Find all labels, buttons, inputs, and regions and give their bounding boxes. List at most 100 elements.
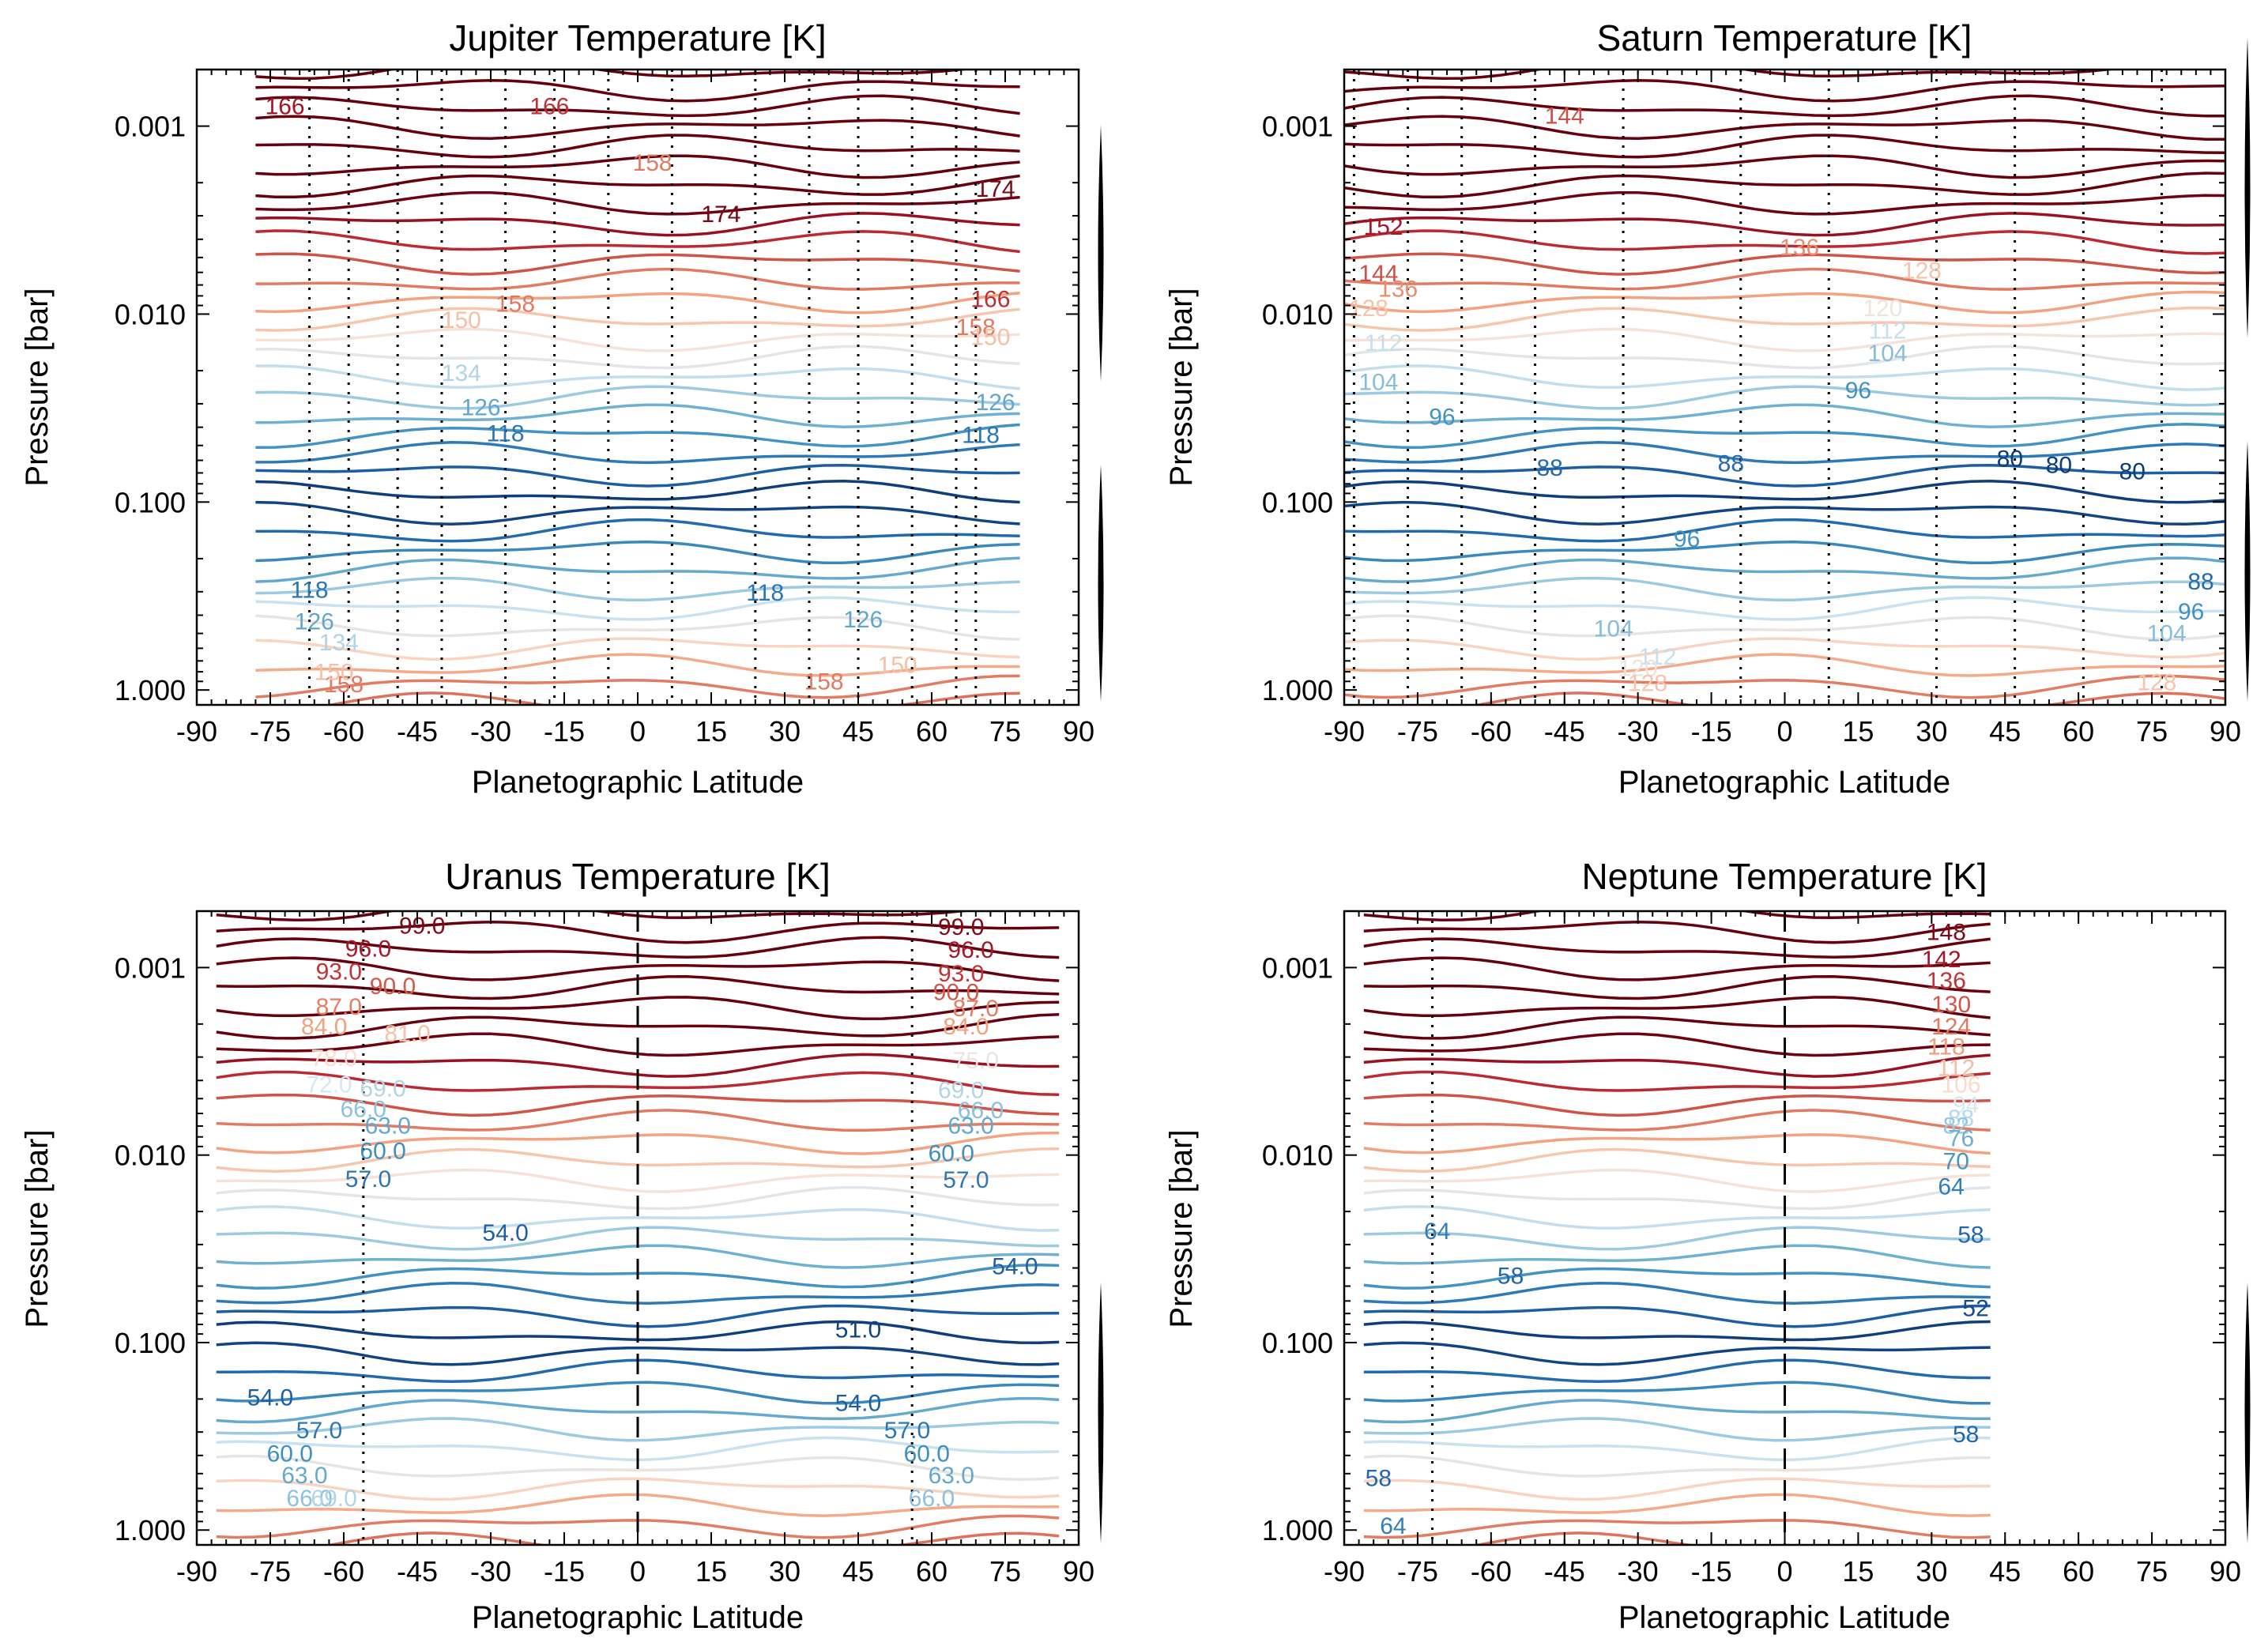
contour-label: 128 (2137, 670, 2176, 696)
x-tick-label: -15 (1691, 715, 1732, 748)
contour-label: 134 (319, 630, 359, 656)
isotherm-line (216, 1341, 1060, 1366)
contour-label: 80 (1997, 446, 2023, 472)
x-tick-label: 0 (1776, 1555, 1792, 1588)
x-axis-title: Planetographic Latitude (472, 1600, 804, 1635)
latitude-guides (308, 70, 978, 705)
panel-title: Jupiter Temperature [K] (449, 17, 826, 58)
isotherm-line (255, 403, 1020, 428)
isotherm-line (1363, 1304, 1991, 1328)
contour-label: 126 (295, 608, 334, 635)
contour-label: 120 (1863, 296, 1902, 322)
isotherm-line (1363, 1267, 1991, 1290)
contour-label: 96.0 (948, 937, 993, 963)
isotherm-line (255, 596, 1020, 621)
isotherm-line (1344, 653, 2225, 677)
contour-label: 88 (1718, 450, 1744, 477)
y-tick-label: 0.100 (115, 1327, 186, 1359)
x-tick-label: -75 (250, 715, 291, 748)
contour-label: 158 (633, 150, 672, 176)
contour-label: 104 (1594, 616, 1633, 642)
contour-label: 130 (1931, 992, 1971, 1018)
isotherm-line (1344, 267, 2225, 291)
x-tick-labels: -90 -75 -60 -45 -30 -15 0 15 30 45 60 75 90 (1324, 1555, 2241, 1588)
x-tick-label: -75 (250, 1555, 291, 1588)
contour-label: 57.0 (943, 1167, 989, 1193)
contour-label: 51.0 (835, 1317, 881, 1343)
isotherm-line (1344, 441, 2225, 465)
y-tick-label: 1.000 (1262, 1514, 1333, 1546)
contour-label: 118 (746, 580, 784, 606)
contour-label: 52 (1962, 1296, 1988, 1322)
isotherm-line (1363, 1519, 1991, 1539)
y-tick-label: 1.000 (1262, 674, 1333, 706)
contour-label: 112 (1869, 318, 1907, 344)
isotherm-line (255, 637, 1020, 661)
y-tick-label: 0.001 (1262, 111, 1333, 143)
x-tick-label: 60 (916, 1555, 948, 1588)
contour-label: 66.0 (909, 1486, 955, 1512)
isotherm-line (255, 307, 1020, 332)
y-tick-labels: 0.001 0.010 0.100 1.000 (1262, 111, 1333, 707)
isotherm-line (1363, 996, 1991, 1019)
isotherm-line (255, 94, 1020, 118)
x-tick-label: 15 (1842, 1555, 1874, 1588)
isotherm-line (1344, 79, 2225, 103)
isotherm-line (255, 441, 1020, 465)
contour-label: 118 (487, 420, 525, 446)
x-tick-label: -45 (397, 1555, 438, 1588)
isotherm-line (1363, 937, 1991, 959)
contour-label: 104 (1868, 341, 1908, 367)
isotherm-line (1344, 306, 2225, 332)
isotherm-line (255, 79, 1020, 103)
contour-label: 54.0 (482, 1220, 528, 1246)
contour-field (1344, 70, 2225, 705)
x-tick-labels: -90 -75 -60 -45 -30 -15 0 15 30 45 60 75 90 (176, 715, 1094, 748)
contour-label: 54.0 (835, 1391, 881, 1417)
colorbar-sliver-shape (1098, 1283, 1104, 1543)
isotherm-line (255, 674, 1020, 699)
x-tick-label: 0 (1776, 715, 1792, 748)
isotherm-line (1344, 480, 2225, 504)
x-tick-label: 15 (695, 715, 727, 748)
y-tick-label: 0.100 (115, 486, 186, 518)
contour-label: 75.0 (953, 1048, 999, 1074)
x-tick-label: 30 (1916, 1555, 1947, 1588)
contour-label: 174 (701, 202, 740, 228)
contour-label: 64 (1424, 1219, 1450, 1245)
contour-label: 144 (1358, 261, 1398, 287)
isotherm-line (1344, 327, 2225, 352)
colorbar-sliver-shape (2244, 1283, 2251, 1543)
contour-label: 88 (1536, 455, 1562, 481)
x-tick-label: -30 (470, 715, 511, 748)
contour-label: 63.0 (948, 1113, 993, 1139)
contour-label: 106 (1941, 1072, 1980, 1098)
contour-label: 136 (1378, 277, 1418, 303)
isotherm-line (255, 190, 1020, 216)
colorbar-sliver-shape (2244, 441, 2251, 702)
contour-label: 166 (266, 93, 305, 119)
contour-label: 66.0 (958, 1098, 1004, 1124)
y-tick-label: 1.000 (115, 1514, 186, 1546)
contour-label: 94 (1953, 1092, 1979, 1118)
contour-label: 112 (1365, 330, 1403, 356)
y-tick-label: 0.010 (1262, 298, 1333, 330)
x-tick-label: -60 (323, 715, 364, 748)
isotherm-line (1363, 1493, 1991, 1517)
isotherm-line (1363, 1399, 1991, 1424)
isotherm-line (1363, 1454, 1991, 1478)
x-tick-label: 30 (769, 1555, 801, 1588)
contour-label: 136 (1780, 235, 1819, 261)
isotherm-line (1344, 596, 2225, 621)
contour-label: 144 (1545, 104, 1584, 130)
x-tick-label: -15 (544, 1555, 585, 1588)
isotherm-line (1363, 1341, 1991, 1366)
contour-label: 166 (529, 93, 569, 119)
latitude-guides (1352, 70, 2163, 705)
isotherm-line (255, 463, 1020, 488)
contour-label: 88 (2187, 569, 2213, 595)
isotherm-line (1363, 1053, 1991, 1078)
isotherm-line (255, 115, 1020, 140)
contour-label: 124 (1931, 1014, 1971, 1040)
